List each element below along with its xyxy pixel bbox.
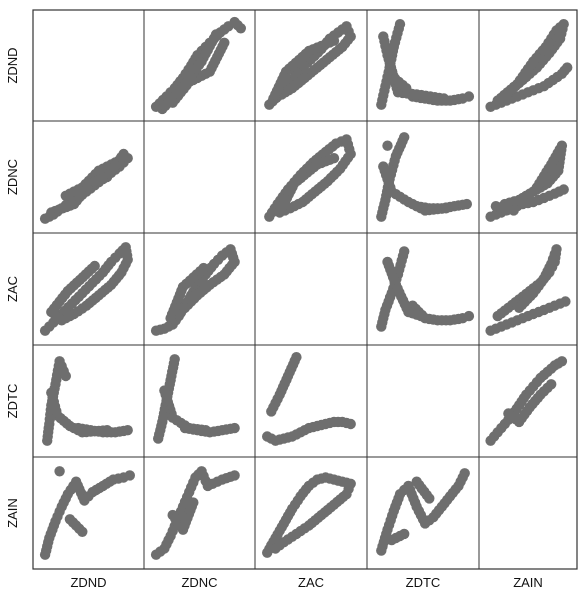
- scatter-point: [399, 132, 410, 143]
- panel-zdnc-vs-zdtc: [376, 132, 472, 222]
- scatter-point: [210, 29, 222, 40]
- panel-zain-vs-zdnc: [150, 466, 240, 560]
- scatter-point: [508, 205, 519, 216]
- panel-zac-vs-zain: [485, 244, 571, 336]
- column-label-zdtc: ZDTC: [406, 575, 441, 590]
- scatter-point: [492, 95, 503, 106]
- column-label-zdnc: ZDNC: [181, 575, 217, 590]
- panel-zdnd-vs-zac: [264, 21, 356, 110]
- panel-zain-vs-zdtc: [376, 468, 470, 556]
- row-label-zdtc: ZDTC: [5, 384, 20, 419]
- scatter-point: [122, 425, 133, 436]
- panel-zac-vs-zdnc: [150, 244, 240, 336]
- scatter-point: [270, 543, 281, 554]
- scatter-point: [345, 418, 356, 430]
- scatter-point: [229, 470, 240, 481]
- scatter-point: [124, 470, 135, 481]
- scatter-point: [463, 91, 475, 102]
- scatter-point: [463, 310, 475, 322]
- scatter-point: [235, 23, 246, 34]
- scatter-point: [118, 148, 129, 160]
- scatter-point: [461, 198, 472, 210]
- scatter-point: [556, 356, 568, 367]
- panel-zdnc-vs-zac: [264, 134, 356, 222]
- scatter-point: [459, 468, 470, 479]
- column-label-zain: ZAIN: [513, 575, 543, 590]
- scatter-point: [558, 184, 569, 195]
- scatter-point: [399, 528, 410, 540]
- scatter-point: [229, 422, 240, 434]
- scatter-point: [440, 203, 452, 214]
- panel-zain-vs-zdnd: [39, 466, 135, 560]
- scatter-point: [219, 37, 230, 48]
- row-label-zain: ZAIN: [5, 498, 20, 528]
- scatter-point: [328, 153, 340, 164]
- column-label-zdnd: ZDND: [70, 575, 106, 590]
- panel-zdtc-vs-zac: [262, 352, 356, 446]
- scatter-point: [169, 354, 180, 365]
- scatter-point: [382, 140, 393, 151]
- scatter-point: [560, 296, 571, 307]
- panel-zac-vs-zdnd: [39, 242, 133, 336]
- panel-zdnd-vs-zdnc: [150, 16, 246, 115]
- scatter-point: [424, 493, 435, 504]
- scatter-point: [328, 35, 340, 46]
- scatter-point: [562, 62, 573, 73]
- row-label-zdnc: ZDNC: [5, 159, 20, 195]
- scatter-point: [546, 379, 557, 390]
- scatter-point: [89, 260, 100, 272]
- scatter-point: [401, 83, 412, 94]
- panel-zdtc-vs-zdnc: [153, 354, 240, 444]
- scatter-point: [394, 19, 406, 30]
- panel-zdtc-vs-zain: [485, 356, 568, 446]
- scatter-point: [415, 310, 427, 322]
- scatter-point: [101, 425, 113, 436]
- scatter-point: [531, 182, 543, 193]
- scatter-point: [198, 262, 209, 274]
- scatter-point: [77, 526, 88, 537]
- panel-zain-vs-zac: [262, 472, 356, 558]
- column-label-zac: ZAC: [298, 575, 324, 590]
- panel-zac-vs-zdtc: [376, 246, 475, 332]
- scatter-point: [291, 352, 302, 363]
- scatter-point: [54, 466, 65, 477]
- panel-zdnd-vs-zdtc: [376, 19, 475, 110]
- scatter-point: [200, 425, 211, 436]
- panel-zdnc-vs-zdnd: [39, 148, 133, 224]
- row-label-zdnd: ZDND: [5, 47, 20, 83]
- panel-zdtc-vs-zdnd: [42, 356, 133, 446]
- panel-zdnc-vs-zain: [485, 140, 569, 222]
- scatter-point: [399, 246, 410, 257]
- scatter-point: [60, 370, 71, 382]
- scatter-point: [188, 497, 199, 508]
- panel-zdnd-vs-zain: [485, 19, 573, 113]
- scatter-point: [438, 93, 450, 104]
- row-label-zac: ZAC: [5, 276, 20, 302]
- scatter-point: [513, 302, 525, 313]
